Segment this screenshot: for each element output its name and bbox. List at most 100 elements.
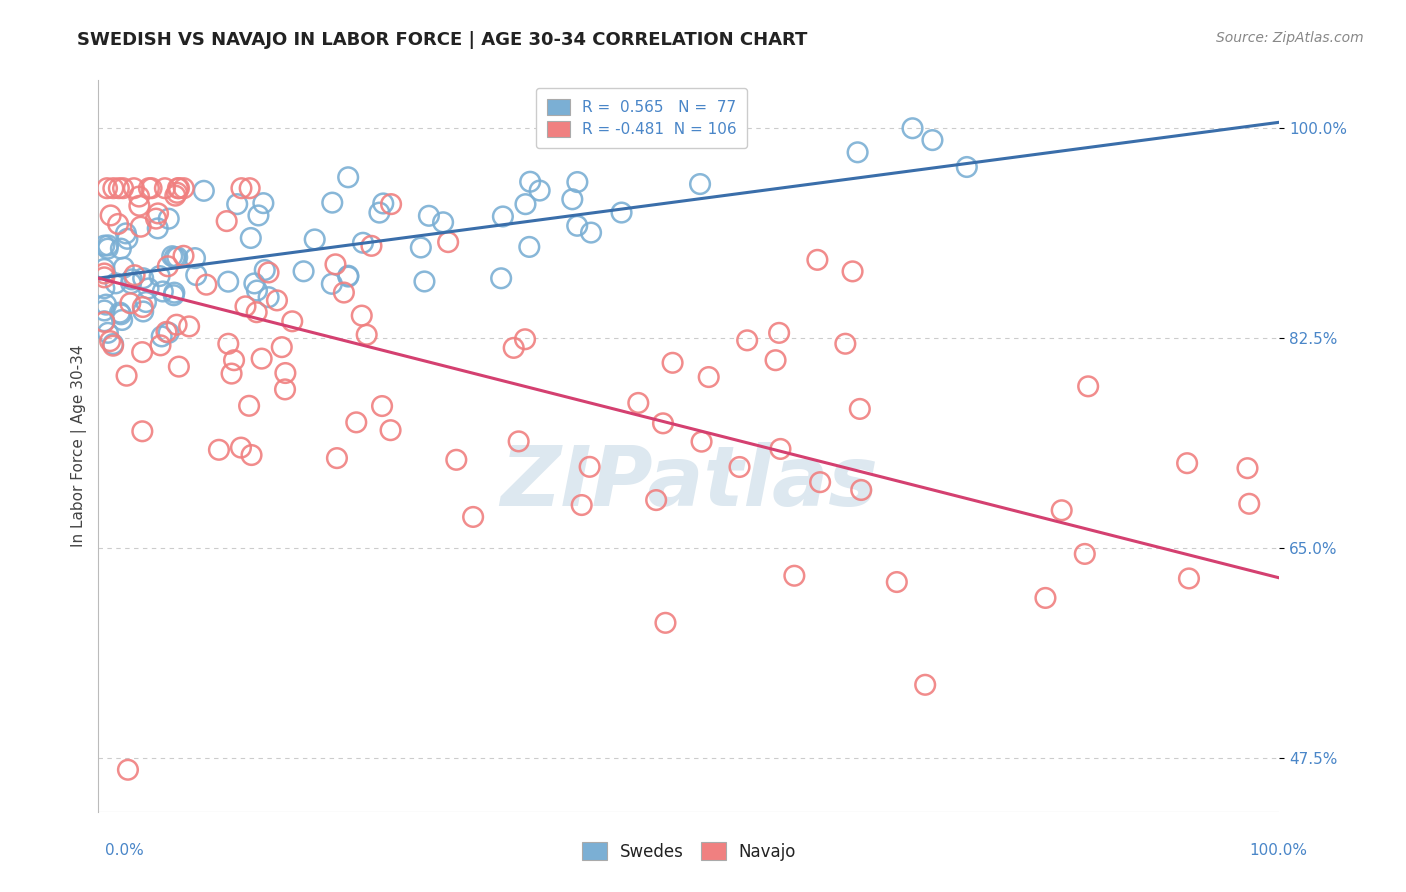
Point [101,337,124,351]
Point [160,249,183,263]
Point [166,186,188,200]
Point [851,483,873,497]
Point [690,434,713,449]
Point [333,285,356,300]
Point [167,181,190,195]
Point [150,329,173,343]
Point [292,264,315,278]
Point [270,340,292,354]
Point [808,475,831,490]
Point [321,277,343,291]
Point [173,249,195,263]
Point [352,235,374,250]
Point [120,277,142,291]
Point [1074,547,1097,561]
Point [645,493,668,508]
Point [165,188,187,202]
Point [257,265,280,279]
Point [344,415,367,429]
Point [409,240,432,254]
Point [122,181,145,195]
Point [96,181,118,195]
Point [135,295,157,310]
Point [437,235,460,249]
Point [110,242,132,256]
Point [141,181,163,195]
Point [956,160,979,174]
Point [571,498,593,512]
Point [239,181,262,195]
Point [124,268,146,283]
Point [93,238,115,252]
Point [508,434,530,449]
Point [515,197,537,211]
Point [129,219,152,234]
Point [221,367,243,381]
Point [610,205,633,219]
Point [1050,503,1073,517]
Point [167,181,190,195]
Text: SWEDISH VS NAVAJO IN LABOR FORCE | AGE 30-34 CORRELATION CHART: SWEDISH VS NAVAJO IN LABOR FORCE | AGE 3… [77,31,807,49]
Point [921,133,943,147]
Point [217,275,239,289]
Point [849,401,872,416]
Point [247,209,270,223]
Point [765,353,787,368]
Point [492,210,515,224]
Point [157,211,180,226]
Text: 100.0%: 100.0% [1250,843,1308,858]
Point [337,268,360,283]
Point [1035,591,1057,605]
Point [281,314,304,328]
Point [783,568,806,582]
Point [246,284,269,298]
Point [561,192,583,206]
Point [274,383,297,397]
Point [502,341,524,355]
Point [215,214,238,228]
Point [98,334,121,348]
Point [325,257,347,271]
Point [350,309,373,323]
Point [446,452,468,467]
Point [163,250,186,264]
Point [380,197,402,211]
Point [97,238,120,252]
Point [1077,379,1099,393]
Point [806,252,828,267]
Point [115,227,138,241]
Point [166,250,188,264]
Point [356,327,378,342]
Point [108,181,131,195]
Point [1236,461,1258,475]
Point [166,318,188,332]
Point [195,277,218,292]
Point [97,326,120,340]
Point [107,217,129,231]
Point [235,299,257,313]
Text: 0.0%: 0.0% [105,843,145,858]
Point [93,261,115,276]
Point [222,353,245,368]
Point [153,181,176,195]
Point [152,285,174,299]
Point [149,338,172,352]
Point [627,396,650,410]
Point [94,298,117,312]
Point [567,219,589,233]
Point [146,221,169,235]
Point [652,417,675,431]
Point [111,313,134,327]
Point [380,423,402,437]
Point [108,305,131,319]
Point [579,226,602,240]
Point [157,326,180,340]
Point [252,196,274,211]
Point [337,269,360,284]
Point [138,181,160,195]
Text: ZIPatlas: ZIPatlas [501,442,877,523]
Point [193,184,215,198]
Point [567,175,589,189]
Point [93,281,115,295]
Point [226,197,249,211]
